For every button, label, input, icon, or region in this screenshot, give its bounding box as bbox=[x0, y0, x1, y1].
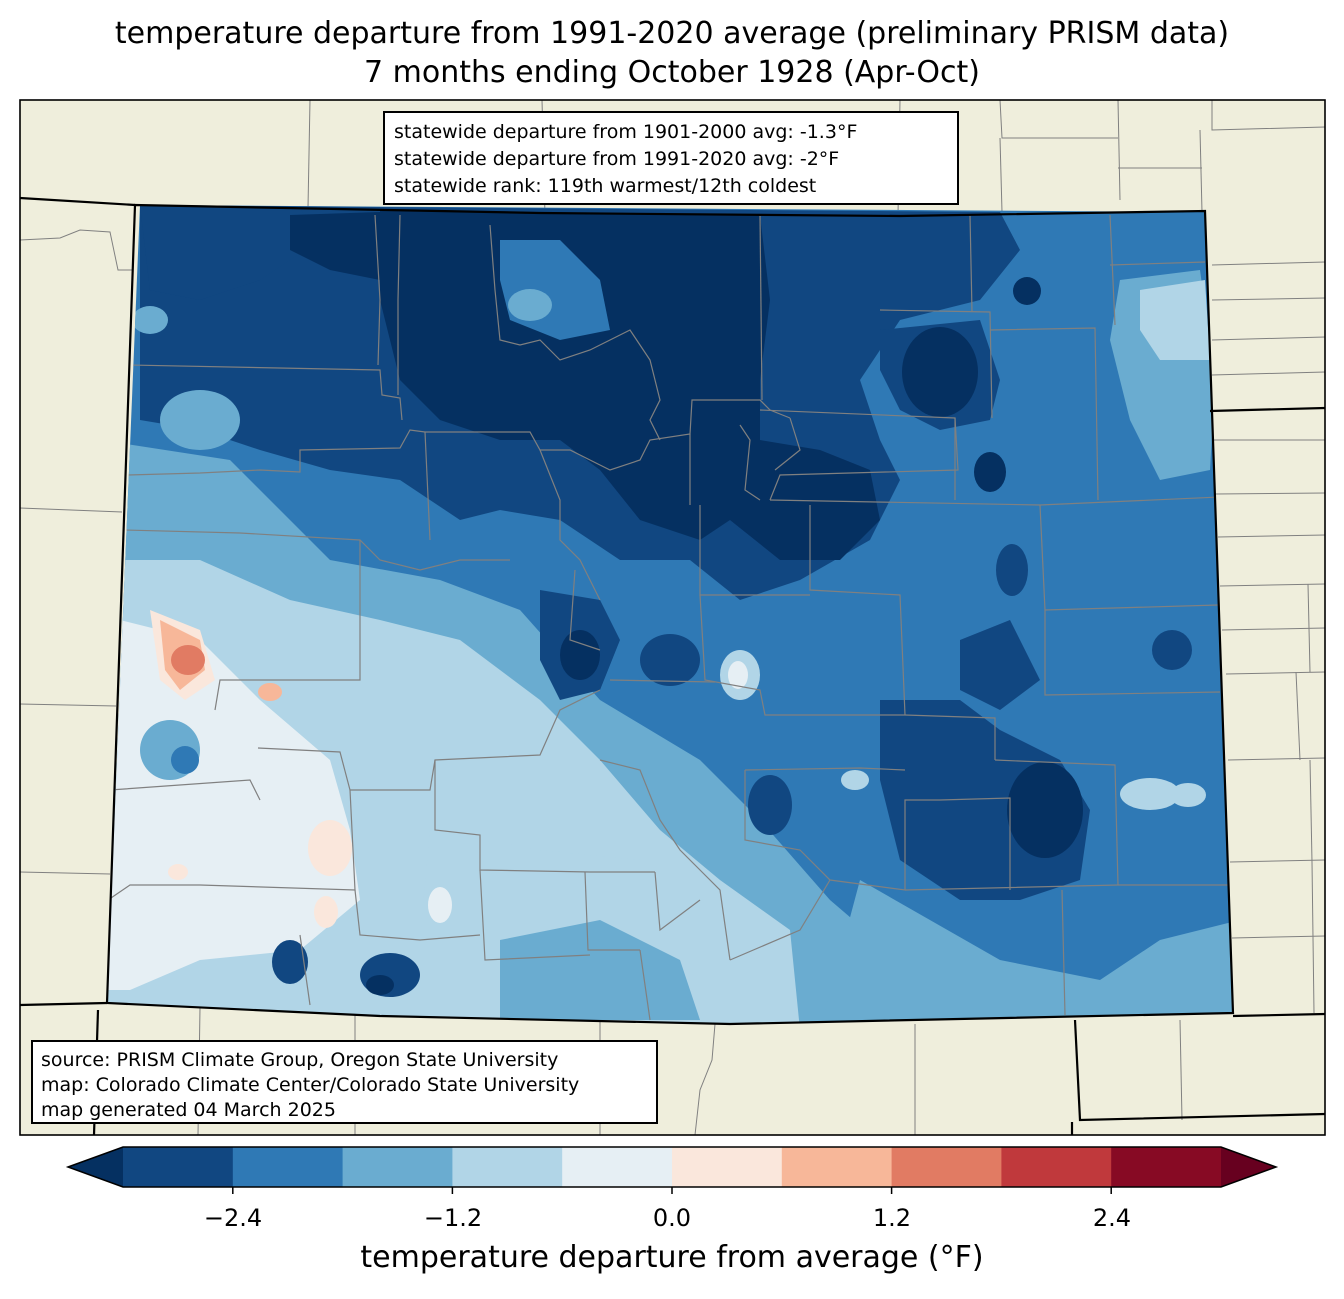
colorbar-tick-label: 2.4 bbox=[1092, 1204, 1132, 1232]
colorbar-bin bbox=[123, 1147, 234, 1187]
colorbar-bin bbox=[781, 1147, 893, 1187]
colorbar-bin bbox=[232, 1147, 344, 1187]
stats-rank: statewide rank: 119th warmest/12th colde… bbox=[394, 175, 817, 197]
colorbar-over-arrow bbox=[1221, 1147, 1276, 1187]
colorbar-label: temperature departure from average (°F) bbox=[360, 1240, 984, 1275]
statewide-stats-box: statewide departure from 1901-2000 avg: … bbox=[383, 111, 959, 205]
source-box: source: PRISM Climate Group, Oregon Stat… bbox=[31, 1040, 658, 1124]
warm-anomaly-spot bbox=[171, 645, 205, 675]
map-credit: map: Colorado Climate Center/Colorado St… bbox=[41, 1074, 580, 1096]
colorbar-bin bbox=[562, 1147, 673, 1187]
colorbar-bin bbox=[342, 1147, 453, 1187]
colorbar-bin bbox=[1001, 1147, 1112, 1187]
colorbar-bin bbox=[1111, 1147, 1222, 1187]
source-credit: source: PRISM Climate Group, Oregon Stat… bbox=[41, 1049, 559, 1071]
stats-departure-1901-2000: statewide departure from 1901-2000 avg: … bbox=[394, 121, 858, 143]
map-title: temperature departure from 1991-2020 ave… bbox=[114, 16, 1230, 51]
colorbar-outline bbox=[65, 1146, 1279, 1188]
colorbar-under-arrow bbox=[68, 1147, 123, 1187]
colorbar-tick-label: 0.0 bbox=[652, 1204, 692, 1232]
colorbar-bin bbox=[452, 1147, 563, 1187]
temperature-field bbox=[107, 205, 1233, 1024]
colorbar-tick-label: −2.4 bbox=[203, 1204, 263, 1232]
colorado-border bbox=[105, 203, 1235, 1026]
map-generated-date: map generated 04 March 2025 bbox=[41, 1099, 336, 1121]
county-lines bbox=[107, 214, 1228, 1021]
colorbar-bin bbox=[672, 1147, 783, 1187]
map-frame bbox=[19, 99, 1326, 1136]
map-subtitle: 7 months ending October 1928 (Apr-Oct) bbox=[364, 55, 980, 90]
colorbar-tick-label: 1.2 bbox=[872, 1204, 912, 1232]
colorbar-bin bbox=[891, 1147, 1002, 1187]
colorbar-tick-label: −1.2 bbox=[423, 1204, 483, 1232]
stats-departure-1991-2020: statewide departure from 1991-2020 avg: … bbox=[394, 148, 840, 170]
colorbar bbox=[65, 1146, 1279, 1194]
